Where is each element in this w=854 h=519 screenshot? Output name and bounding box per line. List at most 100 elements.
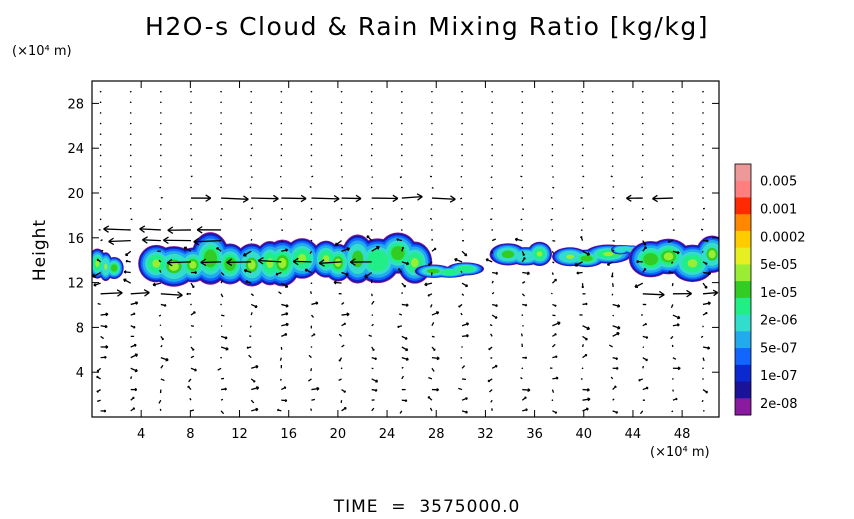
wind-arrowhead bbox=[164, 303, 167, 307]
chart-title: H2O-s Cloud & Rain Mixing Ratio [kg/kg] bbox=[145, 12, 709, 41]
wind-vector bbox=[398, 313, 403, 316]
wind-arrowhead bbox=[574, 262, 578, 267]
cloud-cell bbox=[536, 251, 543, 257]
wind-vector bbox=[612, 398, 615, 401]
wind-vector bbox=[370, 165, 373, 167]
wind-vector bbox=[702, 112, 704, 114]
wind-vector bbox=[280, 101, 283, 104]
wind-arrowhead bbox=[581, 286, 585, 289]
wind-vector bbox=[581, 122, 584, 125]
cloud-cell bbox=[104, 263, 108, 270]
wind-arrowhead bbox=[466, 334, 469, 338]
wind-vector bbox=[460, 270, 463, 273]
wind-vector bbox=[99, 207, 102, 210]
colorbar-label: 1e-05 bbox=[760, 286, 798, 301]
wind-vector bbox=[248, 354, 252, 359]
wind-arrowhead bbox=[406, 261, 410, 266]
wind-vector bbox=[220, 154, 222, 157]
cloud-cell bbox=[391, 246, 405, 261]
wind-arrowhead bbox=[104, 324, 108, 329]
wind-vector bbox=[521, 133, 524, 135]
wind-vector bbox=[340, 133, 343, 135]
wind-vector bbox=[552, 314, 556, 317]
wind-vector bbox=[401, 218, 403, 221]
wind-vector bbox=[431, 122, 433, 125]
wind-vector bbox=[401, 144, 403, 146]
wind-vector bbox=[280, 112, 283, 114]
wind-vector bbox=[340, 122, 343, 125]
wind-vector bbox=[99, 186, 102, 189]
wind-vector bbox=[491, 133, 493, 135]
wind-arrowhead bbox=[205, 194, 212, 202]
wind-vector bbox=[338, 378, 342, 382]
wind-vector bbox=[220, 165, 222, 167]
wind-vector-field bbox=[92, 90, 719, 415]
wind-vector bbox=[490, 399, 493, 403]
wind-arrowhead bbox=[272, 194, 279, 203]
cloud-cell bbox=[566, 254, 575, 259]
wind-vector bbox=[521, 197, 524, 199]
colorbar-swatch bbox=[735, 348, 751, 366]
wind-vector bbox=[702, 175, 704, 178]
wind-vector bbox=[251, 197, 279, 200]
wind-vector bbox=[461, 101, 463, 104]
colorbar-swatch bbox=[735, 230, 751, 249]
wind-arrowhead bbox=[424, 282, 428, 287]
wind-vector bbox=[258, 259, 282, 263]
wind-arrowhead bbox=[364, 274, 368, 278]
wind-vector bbox=[319, 261, 342, 264]
wind-vector bbox=[491, 165, 493, 167]
wind-vector bbox=[431, 90, 433, 93]
wind-vector bbox=[551, 207, 554, 210]
wind-vector bbox=[551, 229, 554, 231]
wind-arrowhead bbox=[586, 252, 591, 256]
wind-vector bbox=[158, 314, 162, 317]
wind-vector bbox=[108, 239, 131, 243]
wind-arrowhead bbox=[555, 355, 558, 359]
wind-vector bbox=[672, 175, 674, 178]
wind-vector bbox=[129, 144, 132, 146]
wind-arrowhead bbox=[194, 270, 197, 275]
wind-arrowhead bbox=[615, 357, 619, 361]
wind-arrowhead bbox=[344, 407, 347, 410]
wind-vector bbox=[160, 175, 162, 178]
wind-arrowhead bbox=[316, 386, 320, 391]
wind-arrowhead bbox=[396, 238, 399, 242]
wind-vector bbox=[640, 176, 644, 179]
wind-arrowhead bbox=[587, 388, 590, 392]
wind-vector bbox=[612, 314, 615, 317]
wind-arrowhead bbox=[193, 237, 200, 246]
wind-vector bbox=[334, 240, 342, 246]
wind-vector bbox=[250, 293, 254, 297]
wind-vector bbox=[581, 218, 584, 221]
wind-vector bbox=[641, 122, 644, 125]
wind-arrowhead bbox=[255, 386, 260, 390]
wind-vector bbox=[582, 250, 590, 256]
colorbar-label: 1e-07 bbox=[760, 369, 798, 384]
y-tick-label: 24 bbox=[67, 142, 84, 157]
wind-vector bbox=[190, 101, 192, 104]
cloud-cell bbox=[663, 252, 674, 261]
colorbar-swatch bbox=[735, 164, 751, 182]
wind-vector bbox=[611, 112, 614, 114]
wind-vector bbox=[461, 144, 463, 146]
wind-vector bbox=[220, 272, 225, 276]
wind-vector bbox=[461, 112, 463, 114]
wind-arrowhead bbox=[705, 311, 708, 315]
wind-vector bbox=[159, 408, 162, 412]
time-value: 3575000.0 bbox=[419, 497, 521, 517]
x-tick-label: 32 bbox=[477, 427, 494, 442]
wind-arrowhead bbox=[677, 315, 681, 320]
wind-arrowhead bbox=[166, 258, 173, 267]
wind-arrowhead bbox=[243, 268, 247, 273]
wind-vector bbox=[582, 207, 585, 210]
wind-arrowhead bbox=[92, 273, 96, 278]
wind-vector bbox=[489, 323, 493, 327]
wind-arrowhead bbox=[346, 312, 350, 317]
wind-vector bbox=[189, 397, 192, 401]
wind-vector bbox=[341, 247, 350, 252]
cloud-cell bbox=[95, 260, 100, 267]
wind-arrowhead bbox=[427, 396, 431, 399]
colorbar-swatch bbox=[735, 364, 751, 383]
wind-vector bbox=[460, 312, 463, 316]
